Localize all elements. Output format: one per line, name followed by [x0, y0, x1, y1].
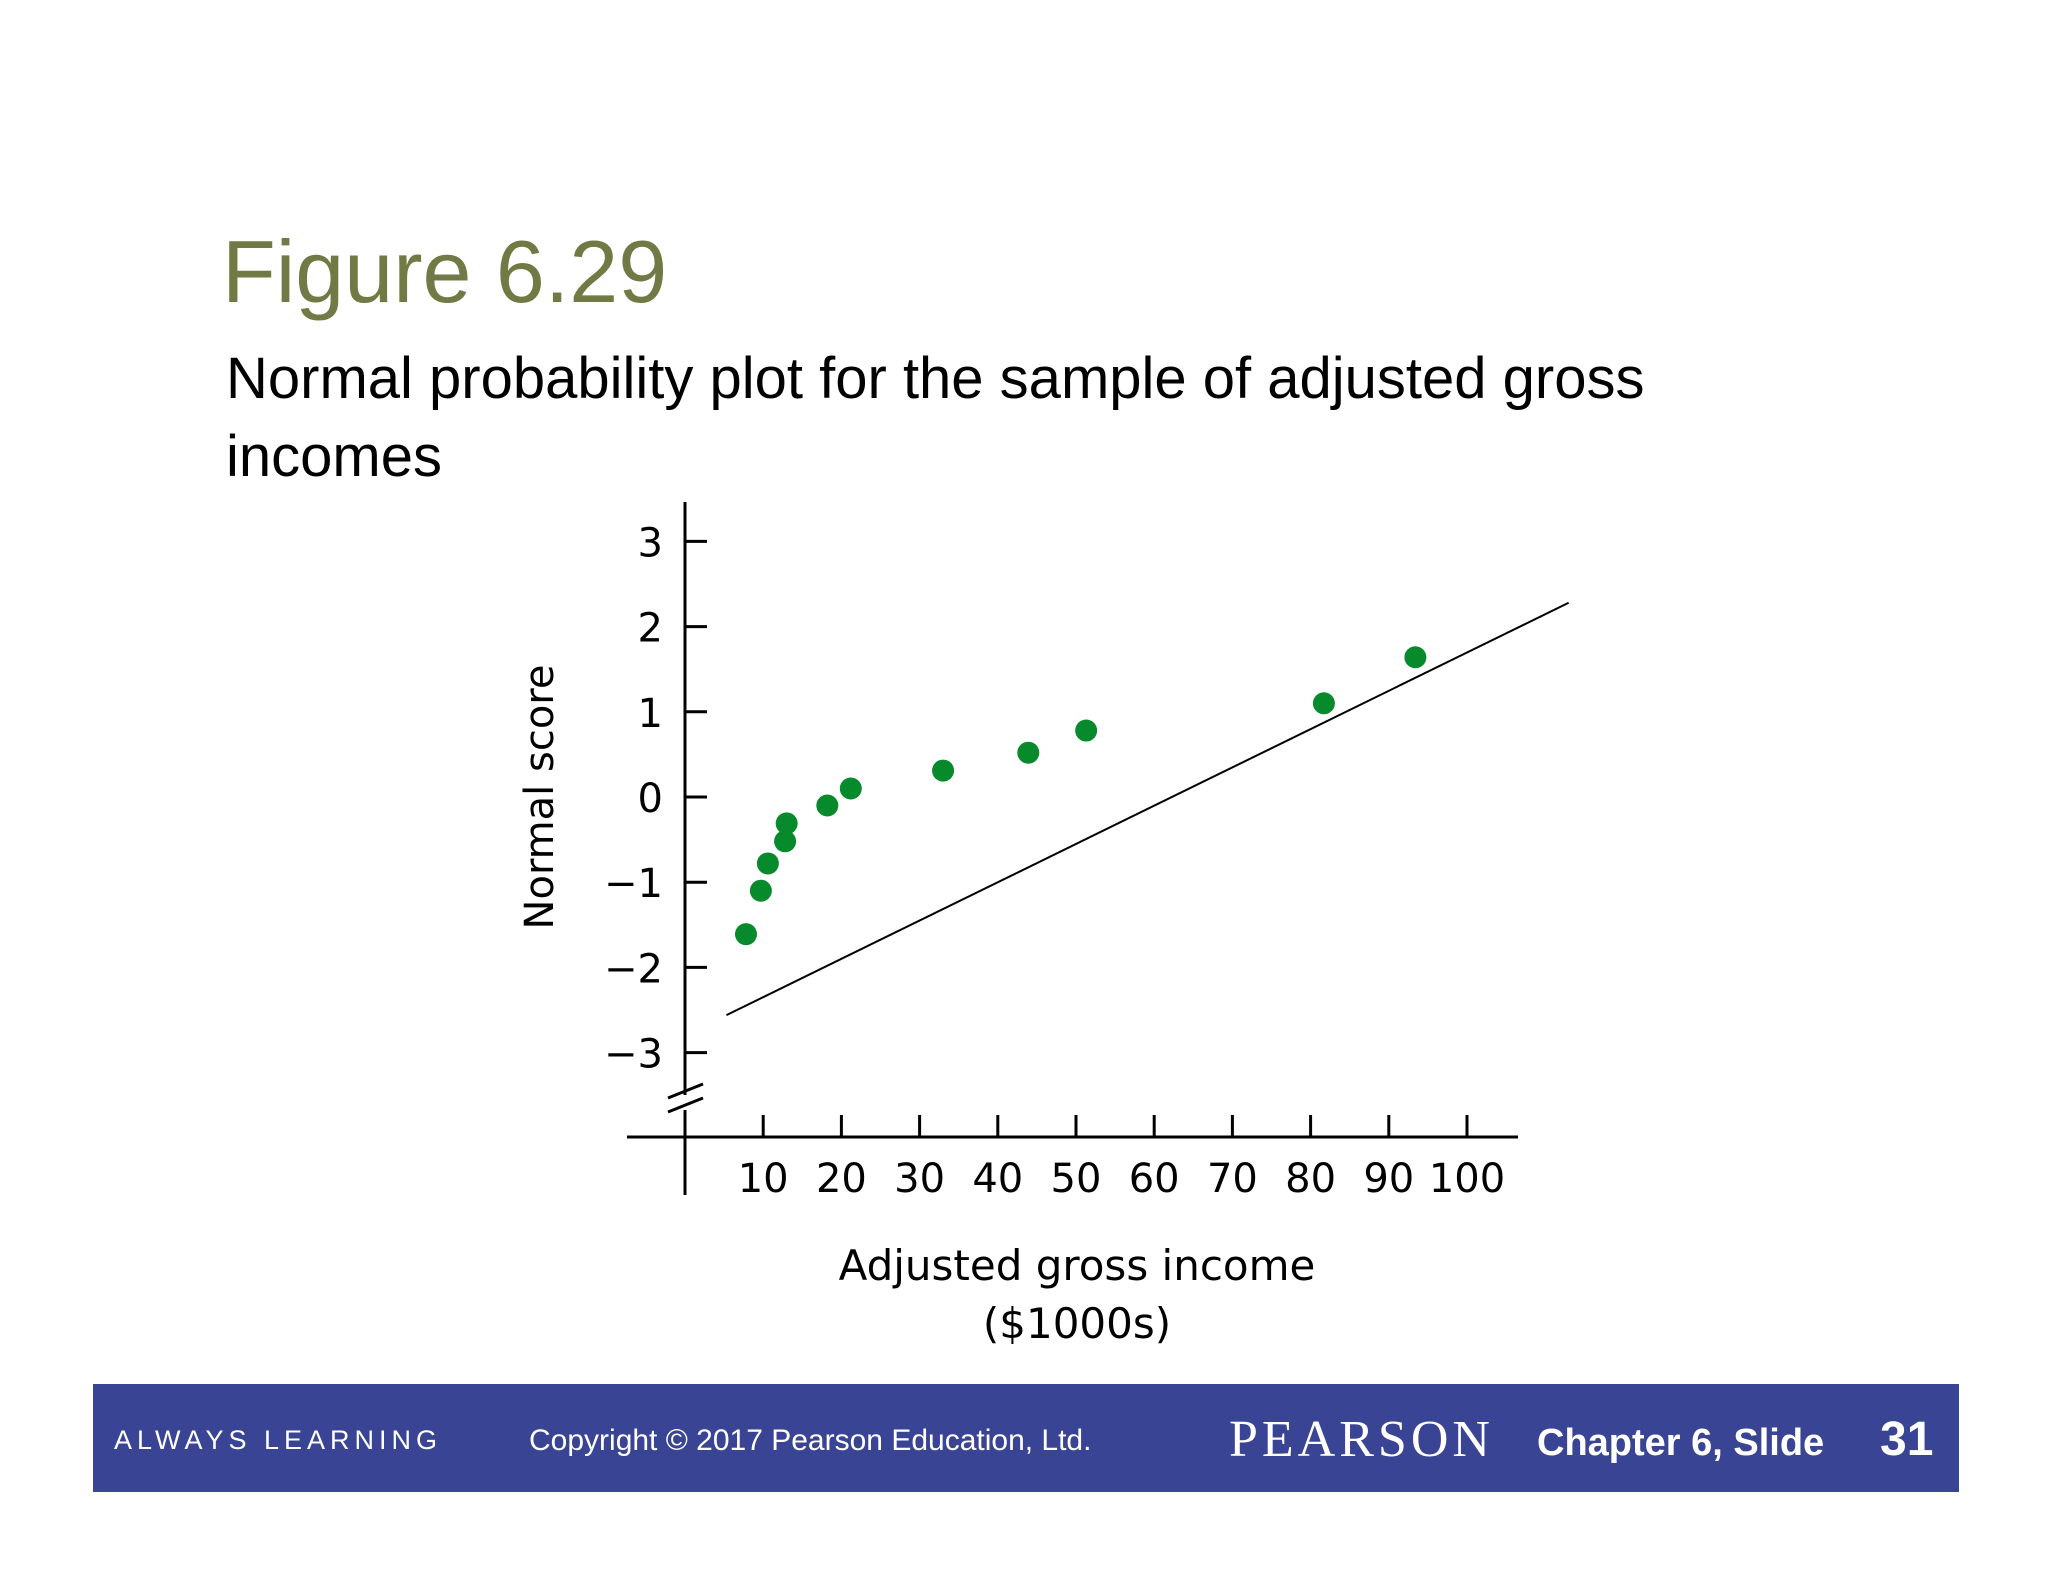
x-tick-label: 50 — [1051, 1156, 1102, 1202]
data-point — [816, 794, 839, 817]
y-tick-label: −3 — [604, 1032, 663, 1078]
x-tick-label: 80 — [1285, 1156, 1336, 1202]
y-tick-label: 0 — [638, 776, 663, 822]
x-axis: 10 20 30 40 50 60 70 80 90 100 — [627, 1115, 1518, 1202]
axis-break-stroke — [667, 1096, 704, 1114]
y-tick-label: −2 — [604, 946, 663, 992]
data-point — [734, 923, 757, 946]
x-tick-label: 100 — [1429, 1156, 1505, 1202]
footer-page-number: 31 — [1880, 1413, 1934, 1466]
x-tick-label: 70 — [1207, 1156, 1258, 1202]
x-tick-label: 60 — [1129, 1156, 1180, 1202]
data-points-layer — [734, 646, 1427, 946]
slide-title: Figure 6.29 — [222, 222, 668, 321]
data-point — [775, 812, 798, 835]
x-tick-label: 10 — [738, 1156, 789, 1202]
reference-line — [726, 601, 1570, 1017]
data-point — [932, 759, 955, 782]
x-tick-label: 90 — [1363, 1156, 1414, 1202]
footer-copyright: Copyright © 2017 Pearson Education, Ltd. — [529, 1424, 1092, 1457]
data-point — [1404, 646, 1427, 669]
footer-chapter-slide: Chapter 6, Slide — [1537, 1422, 1825, 1464]
y-tick-label: 3 — [638, 520, 663, 566]
data-point — [756, 852, 779, 875]
footer-tagline: ALWAYS LEARNING — [114, 1425, 443, 1455]
axis-break-stroke — [667, 1082, 704, 1100]
y-tick-label: 1 — [638, 691, 663, 737]
footer-brand-logo: PEARSON — [1229, 1411, 1494, 1468]
x-axis-units-label: ($1000s) — [983, 1299, 1171, 1348]
y-tick-label: 2 — [638, 606, 663, 652]
data-point — [1312, 692, 1335, 715]
slide-subtitle: Normal probability plot for the sample o… — [226, 346, 1645, 489]
x-axis-label: Adjusted gross income — [839, 1241, 1316, 1290]
data-point — [1075, 719, 1098, 742]
reference-line-layer — [726, 601, 1570, 1017]
data-point — [774, 830, 797, 853]
data-point — [749, 879, 772, 902]
y-axis-label: Normal score — [517, 665, 563, 930]
x-tick-label: 40 — [972, 1156, 1023, 1202]
footer-bar: ALWAYS LEARNING Copyright © 2017 Pearson… — [93, 1384, 1959, 1492]
y-axis-break-marker — [667, 1082, 704, 1114]
y-axis: 3 2 1 0 −1 −2 −3 — [604, 502, 707, 1195]
data-point — [839, 777, 862, 800]
x-tick-label: 30 — [894, 1156, 945, 1202]
y-tick-label: −1 — [604, 861, 663, 907]
data-point — [1017, 741, 1040, 764]
x-tick-label: 20 — [816, 1156, 867, 1202]
